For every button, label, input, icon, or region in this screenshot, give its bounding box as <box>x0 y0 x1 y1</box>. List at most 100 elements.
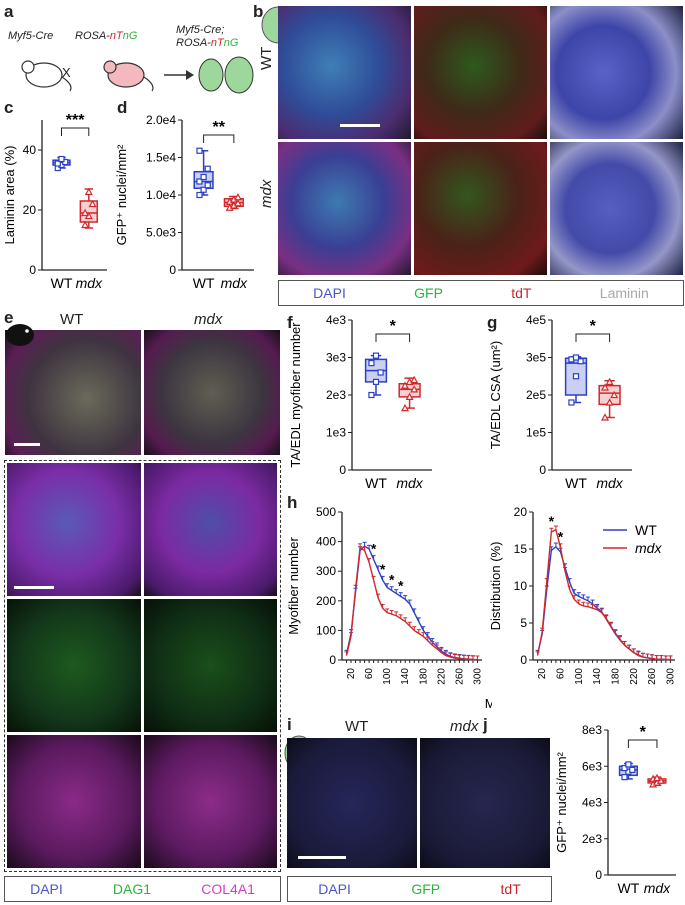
y-tick-label: 5.0e3 <box>146 226 176 240</box>
legend-dapi: DAPI <box>313 285 346 301</box>
legend-dag1: DAG1 <box>112 881 152 897</box>
panel-letter-d: d <box>117 98 128 117</box>
y-tick-label: 300 <box>316 564 336 578</box>
y-tick-label: 0 <box>539 463 546 477</box>
legend-tdt: tdT <box>511 285 532 301</box>
legend-laminin: Laminin <box>599 285 649 301</box>
significance-bracket <box>61 127 90 136</box>
data-point <box>196 147 203 154</box>
x-tick-label: WT <box>565 475 587 490</box>
x-tick-label: mdx <box>396 475 423 490</box>
panel-letter-c: c <box>4 98 14 117</box>
col-label-wt: WT <box>60 311 84 328</box>
data-point <box>368 360 375 367</box>
breeding-illustration <box>21 56 254 94</box>
mouse-icon <box>21 60 72 92</box>
micrograph-e-wt-overview <box>5 330 141 455</box>
x-tick-label: 60 <box>364 668 375 680</box>
data-point <box>200 186 207 193</box>
micrograph-mdx-laminin <box>550 142 683 275</box>
y-axis-label: TA/EDL myofiber number <box>288 322 303 468</box>
data-point <box>204 182 211 189</box>
chart-c: 0 20 40 Laminin area (%) WT mdx *** <box>2 112 107 291</box>
legend-i: DAPI GFP tdT <box>287 876 552 902</box>
x-tick-label: 260 <box>647 668 658 685</box>
significance-bracket <box>203 134 235 143</box>
data-point <box>54 160 61 167</box>
chart-j: 0 2e3 4e3 6e3 8e3 GFP⁺ nuclei/mm² WT mdx * <box>554 723 676 896</box>
data-point <box>629 766 636 773</box>
chart-h2: 0 5 10 15 20 20 60 100 140 180 220 260 300 Distributi… <box>488 505 676 685</box>
chart-g: 0 1e5 2e5 3e5 4e5 TA/EDL CSA (um²) WT mdx * <box>488 313 632 490</box>
series-line <box>345 546 478 661</box>
y-tick-label: 3e5 <box>526 351 546 365</box>
x-axis-label: Myofiber CSA (µm²) <box>485 696 492 711</box>
data-point <box>401 403 410 412</box>
micrograph-e-wt-dag1 <box>7 599 141 732</box>
data-point <box>81 208 90 217</box>
data-point <box>621 764 628 772</box>
data-point <box>401 381 410 389</box>
strain2-label: ROSA-nTnG <box>75 30 138 42</box>
y-tick-label: 2e3 <box>326 388 346 402</box>
x-tick-label: 300 <box>665 668 676 685</box>
micrograph-wt-laminin <box>550 6 683 139</box>
scale-bar <box>340 124 380 127</box>
legend-gfp: GFP <box>411 881 441 897</box>
y-tick-label: 2e3 <box>582 832 602 846</box>
x-tick-label: mdx <box>76 275 103 291</box>
significance-stars: * <box>590 318 597 335</box>
arrow-icon <box>164 70 194 80</box>
data-point <box>577 358 584 365</box>
x-tick-label: mdx <box>221 275 248 291</box>
legend-label: WT <box>635 522 657 538</box>
x-tick-label: 100 <box>382 668 393 685</box>
y-tick-label: 0 <box>339 463 346 477</box>
embryo-icon <box>198 56 254 94</box>
panel-letter-g: g <box>487 313 498 332</box>
x-tick-label: mdx <box>644 880 671 896</box>
chart-d: 0 5.0e3 1.0e4 1.5e4 2.0e4 GFP⁺ nuclei/mm² WT md… <box>114 113 254 291</box>
y-tick-label: 200 <box>316 594 336 608</box>
y-axis-label: Laminin area (%) <box>2 146 17 245</box>
x-tick-label: 140 <box>592 668 603 685</box>
cross-symbol: X <box>62 65 71 80</box>
x-tick-label: WT <box>51 275 73 291</box>
micrograph-e-mdx-merge <box>144 463 277 596</box>
y-tick-label: 0 <box>595 868 602 882</box>
significance-stars: * <box>640 724 647 741</box>
y-tick-label: 40 <box>23 143 37 157</box>
data-point <box>372 378 380 385</box>
data-point <box>601 413 610 421</box>
y-tick-label: 500 <box>316 505 336 519</box>
data-point <box>605 398 614 406</box>
series-line <box>536 528 671 661</box>
y-axis-label: GFP⁺ nuclei/mm² <box>114 144 129 245</box>
significance-star: * <box>558 529 564 545</box>
col-label-mdx: mdx <box>450 718 479 735</box>
significance-star: * <box>389 571 395 587</box>
y-tick-label: 2.0e4 <box>146 113 176 127</box>
panel-letter-f: f <box>287 313 293 332</box>
data-point <box>405 392 414 400</box>
y-tick-label: 10 <box>514 579 528 593</box>
y-tick-label: 15 <box>514 542 528 556</box>
y-axis-label: Distribution (%) <box>488 542 503 631</box>
x-tick-label: 140 <box>400 668 411 685</box>
col-label-mdx: mdx <box>194 311 223 328</box>
data-point <box>572 354 580 361</box>
significance-star: * <box>380 561 386 577</box>
data-point <box>200 173 207 181</box>
micrograph-mdx-merge <box>278 142 411 275</box>
y-tick-label: 1.5e4 <box>146 151 176 165</box>
row-label-wt: WT <box>258 46 275 70</box>
x-tick-label: 20 <box>346 668 357 680</box>
y-axis-label: Myofiber number <box>286 537 301 635</box>
data-point <box>601 383 610 391</box>
zoom-frame <box>4 460 281 872</box>
micrograph-i-mdx <box>420 738 550 868</box>
y-tick-label: 2e5 <box>526 388 546 402</box>
data-point <box>84 187 93 196</box>
significance-star: * <box>398 577 404 593</box>
